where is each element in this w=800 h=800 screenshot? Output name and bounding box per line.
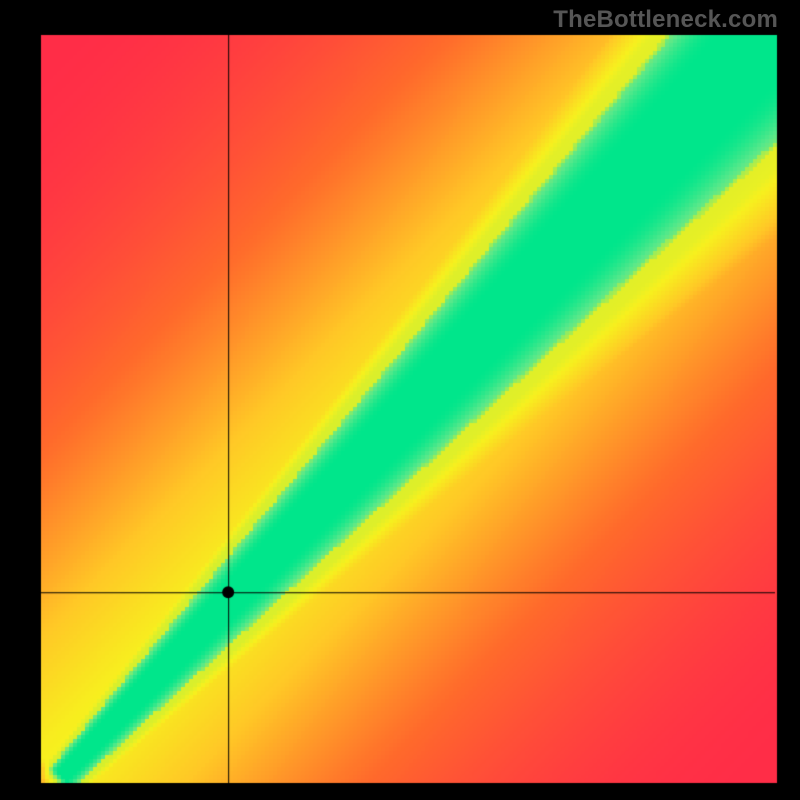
watermark-text: TheBottleneck.com [553,6,778,34]
chart-container: TheBottleneck.com [0,0,800,800]
bottleneck-heatmap [0,0,800,800]
